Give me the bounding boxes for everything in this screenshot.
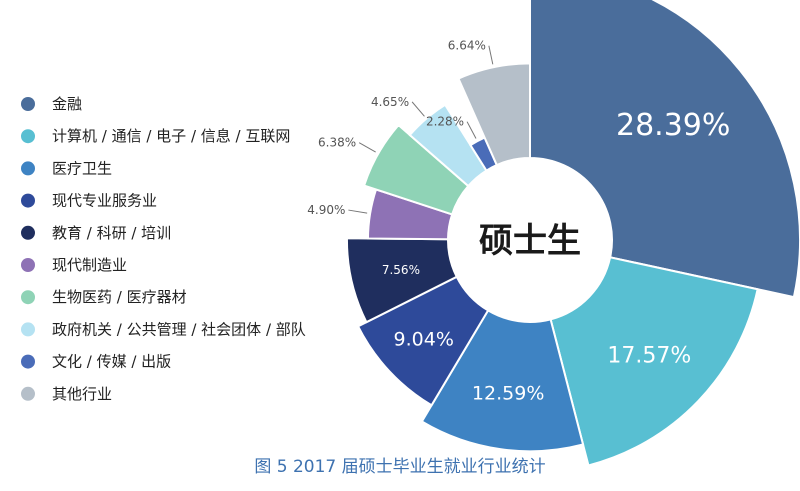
legend-label-3: 现代专业服务业	[52, 192, 157, 210]
legend-swatch-2	[21, 161, 35, 176]
slice-label-0: 28.39%	[616, 108, 730, 143]
slice-label-5: 4.90%	[307, 203, 345, 217]
center-label: 硕士生	[479, 221, 581, 261]
legend-swatch-7	[21, 322, 35, 337]
legend-label-5: 现代制造业	[52, 256, 127, 274]
slice-label-6: 6.38%	[318, 136, 356, 150]
leader-line-8	[466, 121, 477, 139]
legend-swatch-0	[21, 97, 35, 111]
figure-caption: 图 5 2017 届硕士毕业生就业行业统计	[254, 457, 546, 477]
legend-swatch-5	[21, 258, 35, 272]
legend-swatch-3	[21, 193, 35, 208]
leader-line-5	[348, 209, 368, 214]
legend-label-0: 金融	[52, 95, 82, 113]
slice-label-9: 6.64%	[448, 39, 486, 53]
slice-label-1: 17.57%	[607, 343, 691, 368]
legend-swatch-6	[21, 290, 35, 305]
legend-label-9: 其他行业	[52, 385, 112, 403]
legend-label-6: 生物医药 / 医疗器材	[52, 288, 187, 306]
slice-label-2: 12.59%	[472, 383, 544, 405]
slice-label-4: 7.56%	[382, 263, 420, 277]
slices	[345, 0, 800, 467]
legend-swatch-1	[21, 129, 35, 144]
legend-swatch-4	[21, 225, 35, 240]
legend-swatch-9	[21, 386, 35, 401]
leader-line-9	[488, 45, 494, 65]
legend-label-7: 政府机关 / 公共管理 / 社会团体 / 部队	[52, 320, 306, 338]
slice-label-7: 4.65%	[371, 95, 409, 109]
slice-label-3: 9.04%	[394, 329, 454, 351]
legend-label-4: 教育 / 科研 / 培训	[52, 224, 171, 242]
center-hole	[448, 158, 612, 322]
legend-label-8: 文化 / 传媒 / 出版	[52, 353, 171, 371]
leader-line-7	[411, 101, 425, 117]
leader-line-6	[358, 142, 376, 153]
legend-label-1: 计算机 / 通信 / 电子 / 信息 / 互联网	[52, 127, 290, 145]
slice-9	[457, 62, 531, 167]
legend-label-2: 医疗卫生	[52, 159, 112, 177]
slice-6	[362, 123, 470, 216]
legend-swatch-8	[21, 354, 35, 369]
slice-labels: 28.39% 17.57% 12.59% 9.04% 7.56% 4.90% 6.38% 4.…	[307, 39, 730, 405]
slice-label-8: 2.28%	[426, 115, 464, 129]
